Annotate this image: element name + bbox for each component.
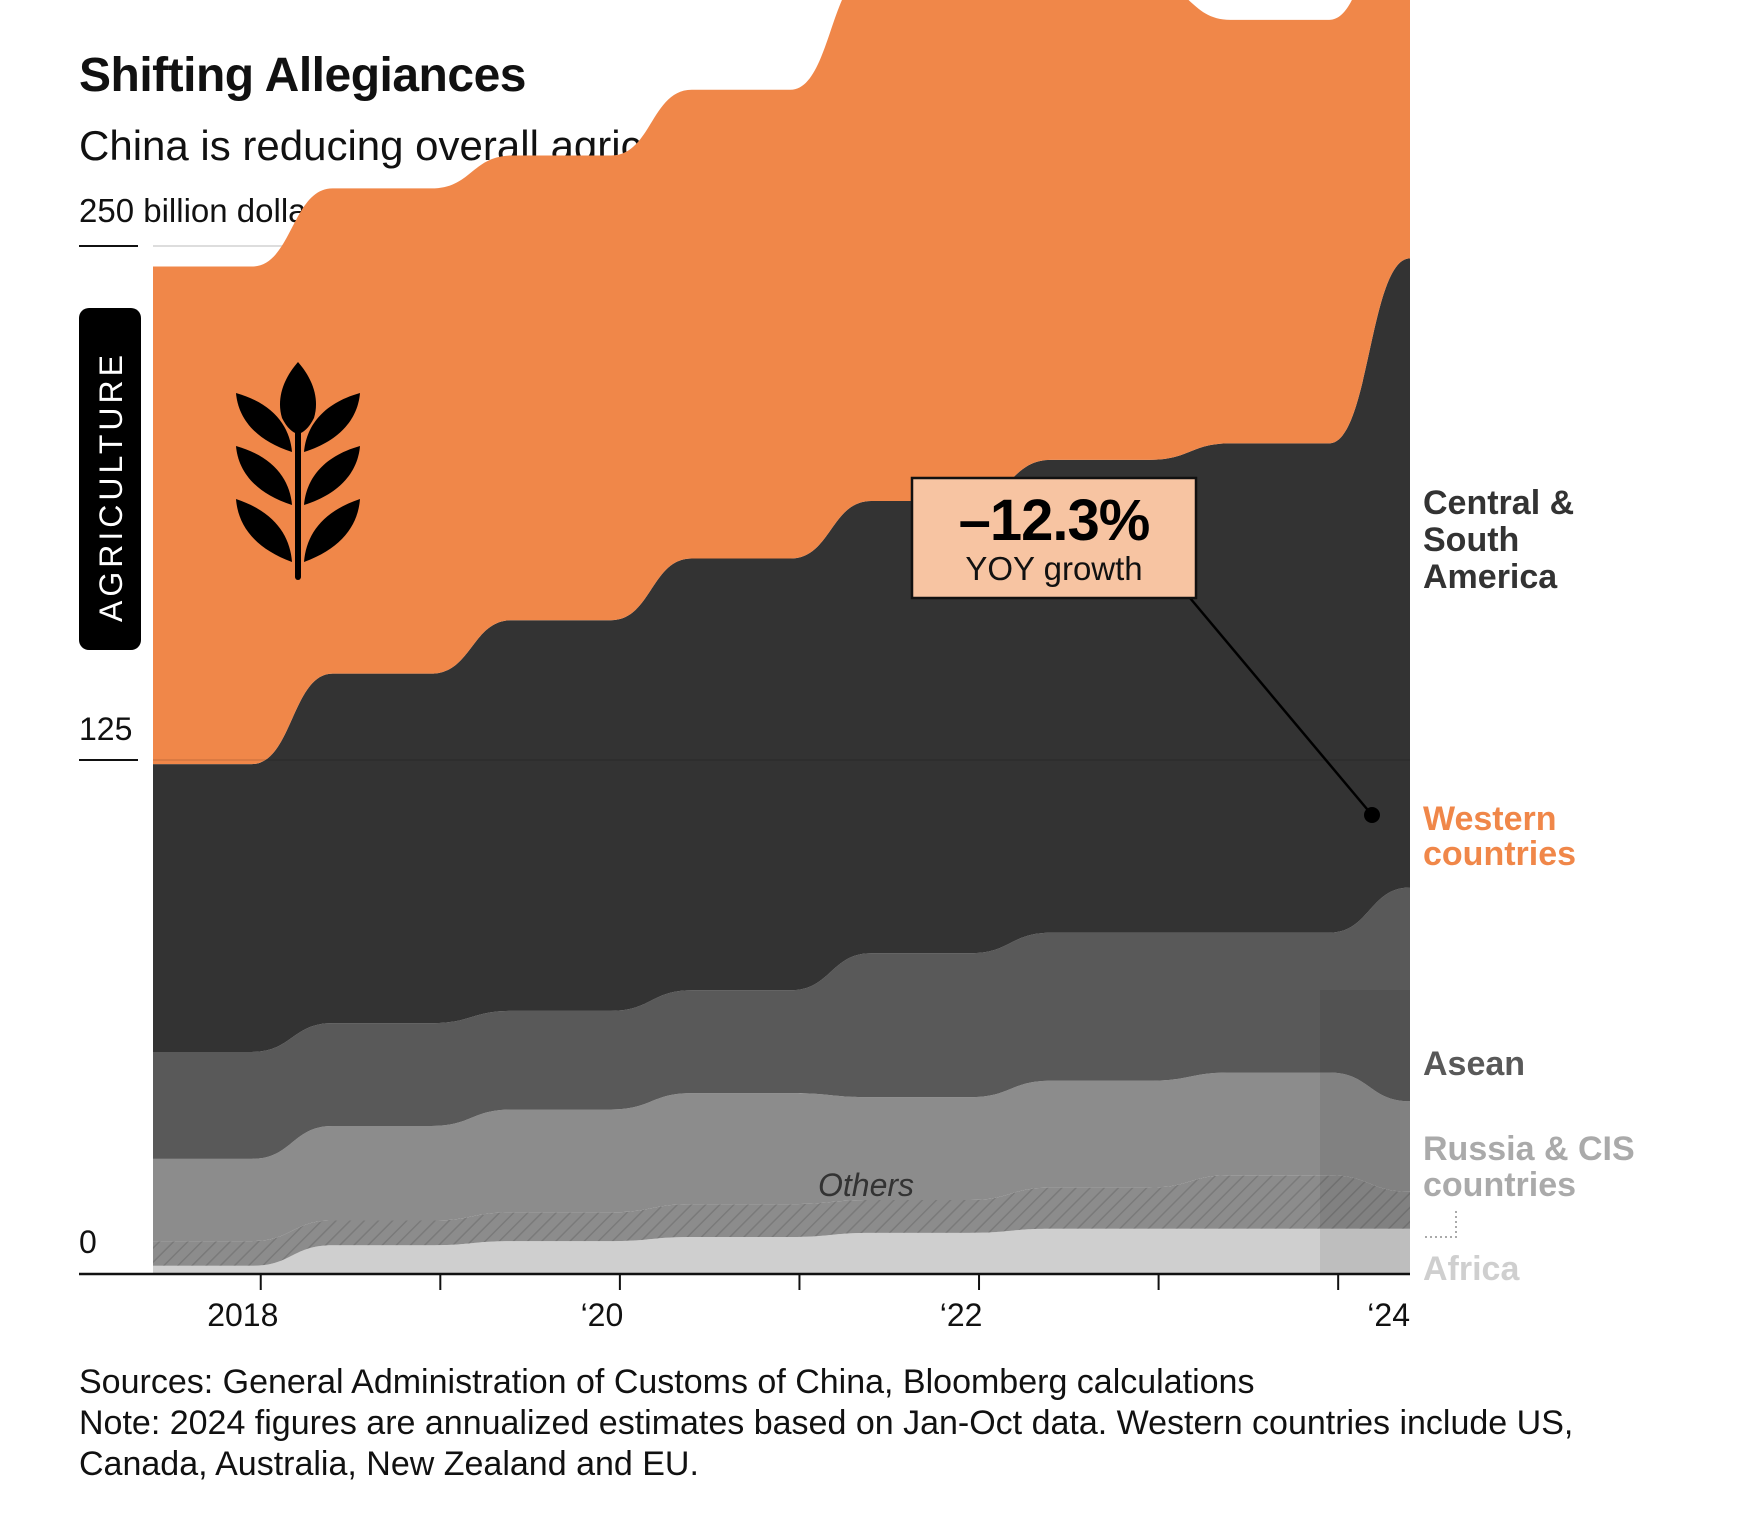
x-axis-ticks: 2018 ‘20 ‘22 ‘24 <box>207 1274 1410 1333</box>
area-western <box>153 0 1410 765</box>
callout-value: –12.3% <box>959 488 1150 553</box>
area-others <box>153 1175 1410 1266</box>
y-tick-label-0: 0 <box>79 1224 97 1260</box>
area-asean <box>153 887 1410 1159</box>
agriculture-tab-label: AGRICULTURE <box>93 351 129 622</box>
callout-leader-line <box>1189 597 1373 816</box>
x-tick-label: ‘24 <box>1367 1297 1410 1333</box>
label-russia-cis: Russia & CIS countries <box>1423 1130 1644 1204</box>
note-text-line1: Note: 2024 figures are annualized estima… <box>79 1404 1574 1442</box>
area-series-group <box>153 0 1410 1274</box>
yoy-callout: –12.3% YOY growth <box>910 476 1380 823</box>
label-africa: Africa <box>1423 1250 1520 1288</box>
label-central-south-america: Central & South America <box>1423 484 1584 596</box>
sources-text: Sources: General Administration of Custo… <box>79 1363 1255 1401</box>
x-tick-label: 2018 <box>207 1297 278 1333</box>
wheat-icon <box>236 362 360 580</box>
area-central_south_america <box>153 258 1410 1052</box>
chart-title: Shifting Allegiances <box>79 49 526 102</box>
area-russia_cis <box>153 1072 1410 1242</box>
others-annotation: Others <box>818 1167 914 1203</box>
callout-box <box>910 476 1198 600</box>
x-tick-label: ‘22 <box>940 1297 983 1333</box>
callout-label: YOY growth <box>965 550 1142 587</box>
y-tick-label-125: 125 <box>79 711 132 747</box>
chart-footer: Sources: General Administration of Custo… <box>79 1362 1719 1485</box>
label-asean: Asean <box>1423 1045 1525 1083</box>
estimate-2024-shade <box>1320 990 1410 1274</box>
agriculture-tab: AGRICULTURE <box>79 308 141 650</box>
x-tick-label: ‘20 <box>581 1297 624 1333</box>
callout-dot <box>1364 807 1380 823</box>
label-western-countries: Western countries <box>1423 800 1576 873</box>
label-others-connector <box>1425 1210 1457 1238</box>
series-labels: Central & South America Western countrie… <box>1423 484 1644 1288</box>
note-text-line2: Canada, Australia, New Zealand and EU. <box>79 1445 699 1483</box>
y-axis-unit-value: 250 <box>79 192 135 229</box>
stream-area-chart: 2018 ‘20 ‘22 ‘24 125 0 AGRICULTURE Others –… <box>79 0 1644 1333</box>
area-africa <box>153 1228 1410 1274</box>
